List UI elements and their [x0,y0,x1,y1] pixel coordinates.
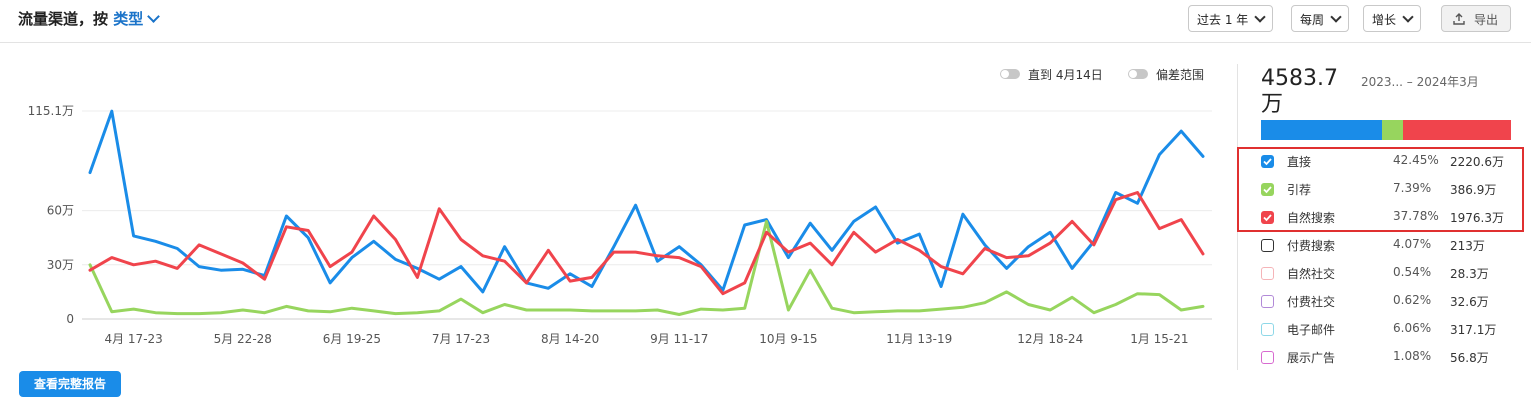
period-dropdown[interactable]: 过去 1 年 [1188,5,1274,32]
type-selector-label[interactable]: 类型 [113,10,144,28]
metric-dropdown-label[interactable]: 增长 [1372,13,1397,27]
date-range: 2023... – 2024年3月 [1361,75,1479,89]
legend-percent: 0.54% [1393,265,1432,279]
period-dropdown-label[interactable]: 过去 1 年 [1197,13,1249,27]
x-tick-label: 12月 18-24 [1017,332,1083,346]
legend-percent: 37.78% [1393,209,1439,223]
until-date-label: 直到 4月14日 [1028,68,1103,82]
legend-row[interactable]: 电子邮件 6.06% 317.1万 [1261,321,1526,341]
legend-checkbox[interactable] [1261,155,1274,168]
x-tick-label: 11月 13-19 [886,332,952,346]
chevron-down-icon[interactable] [1330,11,1342,23]
share-stacked-bar [1261,120,1511,140]
y-tick-label: 60万 [47,204,74,218]
legend-checkbox[interactable] [1261,183,1274,196]
x-tick-label: 7月 17-23 [432,332,490,346]
x-tick-label: 6月 19-25 [323,332,381,346]
legend-value: 213万 [1450,239,1485,253]
legend-percent: 4.07% [1393,237,1432,251]
legend-row[interactable]: 自然搜索 37.78% 1976.3万 [1261,209,1526,229]
legend-checkbox[interactable] [1261,323,1274,336]
x-tick-label: 10月 9-15 [759,332,817,346]
legend-percent: 6.06% [1393,321,1432,335]
share-segment [1382,120,1404,140]
deviation-label: 偏差范围 [1156,68,1205,82]
legend-checkbox[interactable] [1261,267,1274,280]
export-label[interactable]: 导出 [1474,13,1499,27]
metric-dropdown[interactable]: 增长 [1363,5,1422,32]
legend-checkbox[interactable] [1261,351,1274,364]
legend-name: 自然社交 [1287,267,1336,281]
series-line [88,219,1205,316]
checkmark-icon [1263,158,1272,166]
legend-checkbox[interactable] [1261,295,1274,308]
legend-value: 28.3万 [1450,267,1489,281]
legend-name: 自然搜索 [1287,211,1336,225]
legend-row[interactable]: 自然社交 0.54% 28.3万 [1261,265,1526,285]
legend-checkbox[interactable] [1261,239,1274,252]
legend-row[interactable]: 直接 42.45% 2220.6万 [1261,153,1526,173]
legend-percent: 0.62% [1393,293,1432,307]
legend-checkbox[interactable] [1261,211,1274,224]
highlight-box [1237,147,1524,232]
full-report-button[interactable]: 查看完整报告 [19,371,121,397]
legend-name: 引荐 [1287,183,1312,197]
legend-row[interactable]: 付费搜索 4.07% 213万 [1261,237,1526,257]
legend-percent: 42.45% [1393,153,1439,167]
share-segment [1403,120,1511,140]
x-tick-label: 8月 14-20 [541,332,599,346]
type-selector[interactable]: 类型 [113,10,161,28]
legend-row[interactable]: 付费社交 0.62% 32.6万 [1261,293,1526,313]
chevron-down-icon[interactable] [1254,11,1266,23]
title-prefix: 流量渠道，按 [18,10,109,28]
x-tick-label: 5月 22-28 [214,332,272,346]
legend-percent: 1.08% [1393,349,1432,363]
legend-value: 2220.6万 [1450,155,1504,169]
legend-value: 32.6万 [1450,295,1489,309]
legend-value: 1976.3万 [1450,211,1504,225]
x-tick-label: 9月 11-17 [650,332,708,346]
legend-name: 直接 [1287,155,1312,169]
share-segment [1261,120,1383,140]
legend-value: 386.9万 [1450,183,1497,197]
chevron-down-icon[interactable] [1402,11,1414,23]
granularity-dropdown[interactable]: 每周 [1291,5,1350,32]
series-line [88,191,1205,296]
legend-value: 317.1万 [1450,323,1497,337]
granularity-dropdown-label[interactable]: 每周 [1300,13,1325,27]
panel-header: 流量渠道，按 类型 过去 1 年 每周 增长 导出 [0,0,1531,43]
legend-row[interactable]: 引荐 7.39% 386.9万 [1261,181,1526,201]
traffic-line-chart: 115.1万 60万 30万 0 4月 17-23 5月 22-28 6月 19-25 7月 … [28,104,1212,346]
toggle-switch[interactable] [1128,69,1148,79]
y-tick-label: 0 [66,312,74,326]
legend-value: 56.8万 [1450,351,1489,365]
x-tick-label: 1月 15-21 [1130,332,1188,346]
legend-name: 付费社交 [1287,295,1336,309]
legend-name: 付费搜索 [1287,239,1336,253]
legend-row[interactable]: 展示广告 1.08% 56.8万 [1261,349,1526,369]
checkmark-icon [1263,214,1272,222]
panel-title: 流量渠道，按 类型 [18,8,161,29]
legend-name: 展示广告 [1287,351,1336,365]
x-tick-label: 4月 17-23 [104,332,162,346]
y-tick-label: 115.1万 [28,104,74,118]
legend-name: 电子邮件 [1287,323,1336,337]
legend-percent: 7.39% [1393,181,1432,195]
export-button[interactable]: 导出 [1441,5,1511,32]
y-tick-label: 30万 [47,258,74,272]
toggle-switch[interactable] [1000,69,1020,79]
upload-icon[interactable] [1452,12,1466,26]
checkmark-icon [1263,186,1272,194]
chevron-down-icon[interactable] [147,10,161,23]
total-visits: 4583.7万 [1261,66,1338,117]
